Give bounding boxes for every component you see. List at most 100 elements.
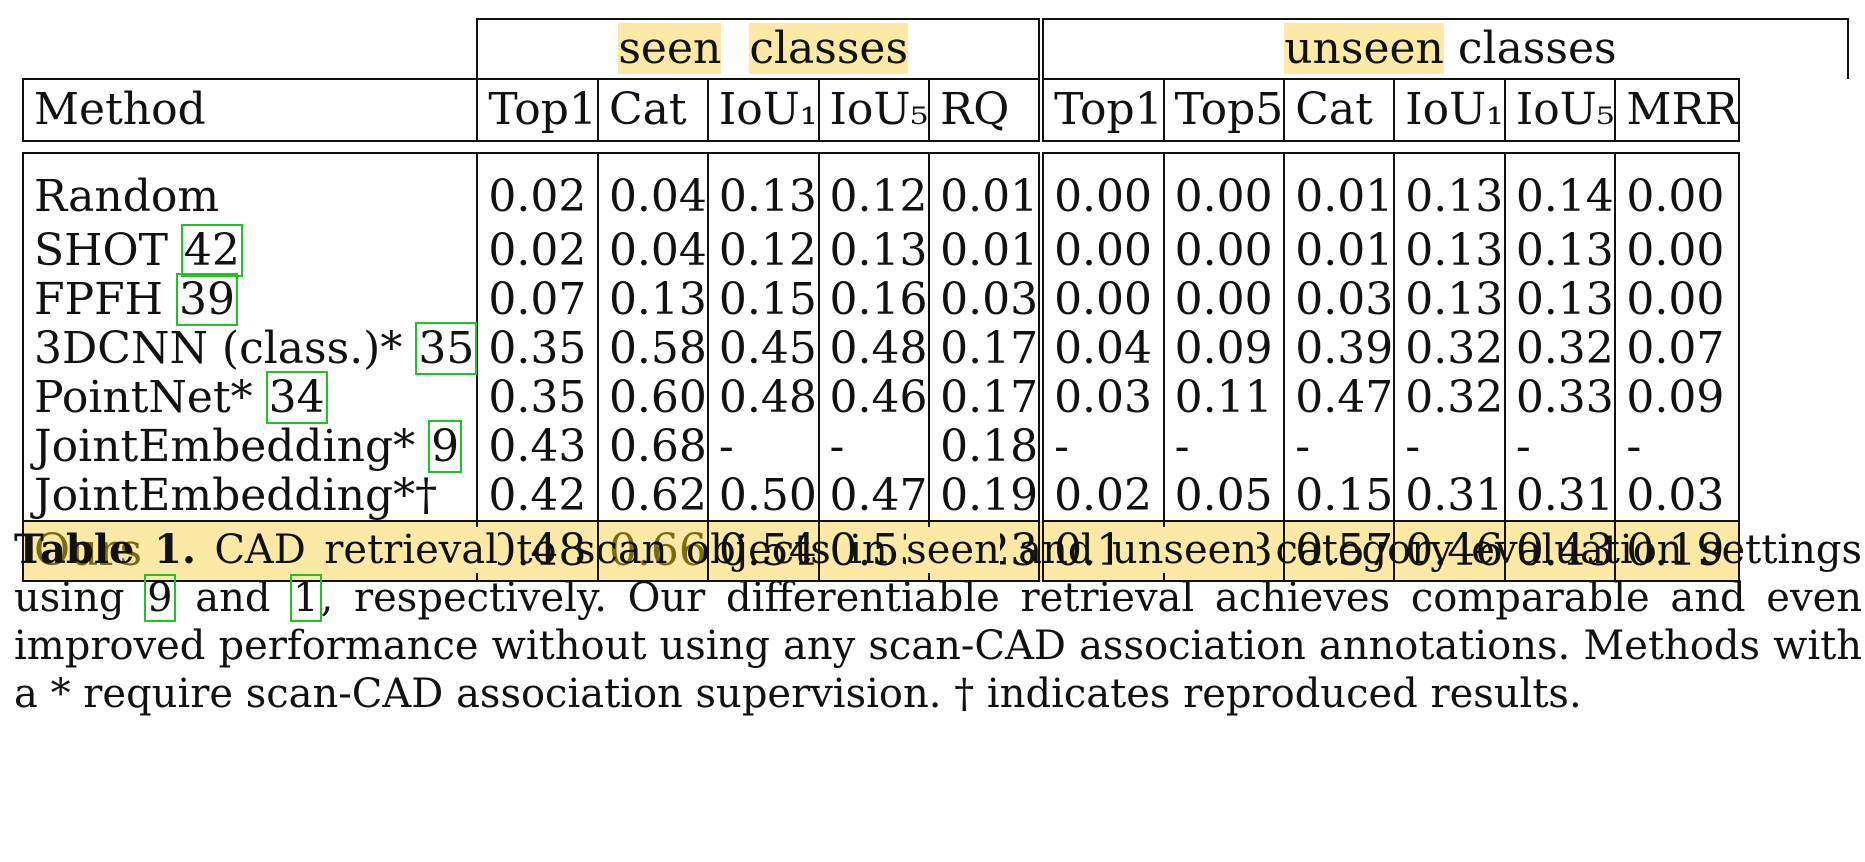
unseen-value-cell: - xyxy=(1614,422,1740,471)
seen-value-cell: 0.03 xyxy=(928,275,1042,324)
caption-highlight-seen: seen xyxy=(906,527,1000,573)
seen-value-cell: 0.66 xyxy=(596,520,708,582)
unseen-value-cell: 0.13 xyxy=(1393,226,1505,275)
unseen-value-cell: 0.31 xyxy=(1393,471,1505,521)
seen-value-cell: 0.16 xyxy=(817,275,930,324)
seen-value-cell: 0.02 xyxy=(476,226,598,275)
citation-link[interactable]: 9 xyxy=(144,574,176,622)
unseen-value-cell: 0.15 xyxy=(1283,471,1395,521)
unseen-col-header: Top5 xyxy=(1162,78,1285,142)
seen-value-cell: 0.18 xyxy=(928,422,1042,471)
unseen-value-cell: 0.04 xyxy=(1038,324,1164,373)
seen-value-cell: - xyxy=(706,422,819,471)
table-row: Random 0.02 0.04 0.13 0.12 0.01 0.00 0.00 0.01 0.… xyxy=(21,152,1848,226)
seen-classes-header: seen classes xyxy=(476,18,1042,79)
seen-value-cell: 0.50 xyxy=(706,471,819,521)
unseen-value-cell: 0.03 xyxy=(1283,275,1395,324)
unseen-value-cell: - xyxy=(1393,422,1505,471)
unseen-value-cell: 0.33 xyxy=(1503,373,1616,422)
citation-link[interactable]: 35 xyxy=(415,321,478,375)
table-row: PointNet* 34 0.35 0.60 0.48 0.46 0.17 0.03 0.11… xyxy=(21,370,1848,424)
seen-value-cell: 0.48 xyxy=(817,324,930,373)
unseen-value-cell: 0.00 xyxy=(1614,226,1740,275)
seen-value-cell: 0.04 xyxy=(596,226,708,275)
seen-value-cell: 0.47 xyxy=(817,471,930,521)
unseen-value-cell: 0.32 xyxy=(1393,373,1505,422)
unseen-col-header: Cat xyxy=(1283,78,1395,142)
citation-link[interactable]: 1 xyxy=(290,574,322,622)
seen-value-cell: 0.58 xyxy=(596,324,708,373)
caption-highlight-unseen: unseen xyxy=(1111,527,1258,573)
unseen-col-header: MRR xyxy=(1614,78,1740,142)
unseen-value-cell: 0.32 xyxy=(1393,324,1505,373)
unseen-value-cell: - xyxy=(1503,422,1616,471)
seen-value-cell: 0.13 xyxy=(596,275,708,324)
method-header: Method xyxy=(21,78,478,142)
unseen-value-cell: - xyxy=(1283,422,1395,471)
citation-link[interactable]: 34 xyxy=(265,370,328,424)
unseen-value-cell: 0.00 xyxy=(1038,226,1164,275)
table-caption: Table 1. CAD retrieval to scan objects i… xyxy=(14,526,1863,717)
seen-value-cell: 0.35 xyxy=(476,373,598,422)
unseen-value-cell: 0.57 xyxy=(1283,520,1395,582)
table-row: FPFH 39 0.07 0.13 0.15 0.16 0.03 0.00 0.00 0.03 0… xyxy=(21,272,1848,326)
seen-value-cell: 0.19 xyxy=(928,471,1042,521)
seen-value-cell: 0.04 xyxy=(596,152,708,226)
unseen-value-cell: 0.11 xyxy=(1162,373,1285,422)
seen-value-cell: 0.12 xyxy=(817,152,930,226)
seen-value-cell: 0.01 xyxy=(928,226,1042,275)
unseen-value-cell: 0.07 xyxy=(1614,324,1740,373)
unseen-value-cell: 0.00 xyxy=(1038,275,1164,324)
unseen-value-cell: 0.00 xyxy=(1162,152,1285,226)
method-cell: Random xyxy=(21,152,478,226)
unseen-value-cell: 0.43 xyxy=(1503,520,1616,582)
unseen-value-cell: - xyxy=(1038,422,1164,471)
unseen-value-cell: 0.13 xyxy=(1393,275,1505,324)
method-cell: SHOT 42 xyxy=(21,223,478,277)
method-cell: PointNet* 34 xyxy=(21,370,478,424)
unseen-value-cell: 0.00 xyxy=(1614,275,1740,324)
seen-value-cell: 0.54 xyxy=(706,520,819,582)
method-cell: FPFH 39 xyxy=(21,272,478,326)
unseen-value-cell: 0.00 xyxy=(1038,152,1164,226)
seen-value-cell: 0.17 xyxy=(928,324,1042,373)
seen-value-cell: 0.43 xyxy=(476,422,598,471)
unseen-value-cell: 0.13 xyxy=(1393,152,1505,226)
seen-value-cell: 0.42 xyxy=(476,471,598,521)
unseen-col-header: IoU₅ xyxy=(1503,78,1616,142)
caption-highlight-cad-retrieval: CAD retrieval xyxy=(214,527,498,573)
seen-col-header: RQ xyxy=(928,78,1042,142)
seen-value-cell: 0.01 xyxy=(928,152,1042,226)
method-cell: JointEmbedding*† xyxy=(21,471,478,521)
unseen-value-cell: 0.47 xyxy=(1283,373,1395,422)
method-cell: 3DCNN (class.)* 35 xyxy=(21,321,478,375)
unseen-value-cell: 0.46 xyxy=(1393,520,1505,582)
results-table: seen classes unseen classes Method Top1 C… xyxy=(21,18,1849,582)
table-row: 3DCNN (class.)* 35 0.35 0.58 0.45 0.48 0.17 0.… xyxy=(21,321,1848,375)
caption-label: Table 1. xyxy=(14,526,196,573)
unseen-value-cell: 0.03 xyxy=(1614,471,1740,521)
seen-col-header: IoU₅ xyxy=(817,78,930,142)
seen-value-cell: 0.35 xyxy=(476,324,598,373)
unseen-col-header: Top1 xyxy=(1038,78,1164,142)
method-cell: JointEmbedding* 9 xyxy=(21,419,478,473)
unseen-value-cell: - xyxy=(1162,422,1285,471)
citation-link[interactable]: 9 xyxy=(428,419,463,473)
seen-value-cell: 0.46 xyxy=(817,373,930,422)
unseen-col-header: IoU₁ xyxy=(1393,78,1505,142)
seen-col-header: Top1 xyxy=(476,78,598,142)
unseen-value-cell: 0.00 xyxy=(1162,275,1285,324)
unseen-classes-header: unseen classes xyxy=(1038,18,1849,79)
unseen-value-cell: 0.01 xyxy=(1283,226,1395,275)
seen-value-cell: 0.02 xyxy=(476,152,598,226)
unseen-value-cell: 0.19 xyxy=(1614,520,1740,582)
seen-value-cell: 0.62 xyxy=(596,471,708,521)
citation-link[interactable]: 42 xyxy=(180,223,243,277)
table-row: JointEmbedding*† 0.42 0.62 0.50 0.47 0.19 0.02… xyxy=(21,471,1848,521)
citation-link[interactable]: 39 xyxy=(176,272,239,326)
group-header-row: seen classes unseen classes xyxy=(23,18,1849,79)
seen-value-cell: 0.48 xyxy=(706,373,819,422)
unseen-value-cell: 0.05 xyxy=(1162,471,1285,521)
unseen-value-cell: 0.39 xyxy=(1283,324,1395,373)
seen-value-cell: 0.45 xyxy=(706,324,819,373)
